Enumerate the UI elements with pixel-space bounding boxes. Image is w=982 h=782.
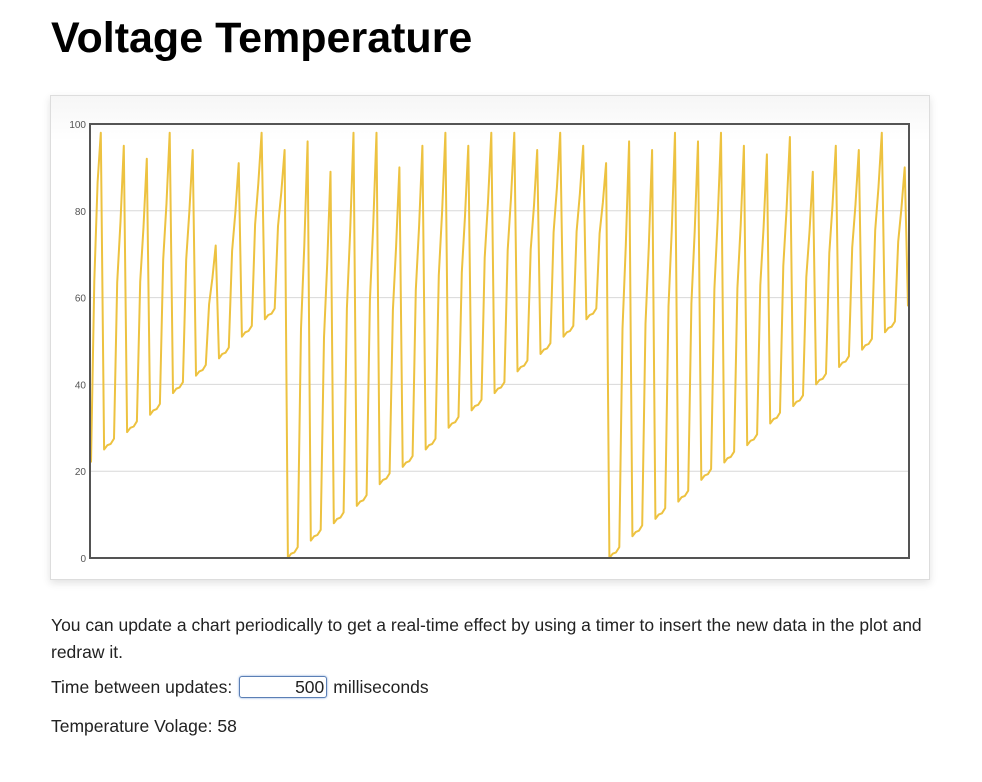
series-line-temperature [90,131,909,559]
svg-text:80: 80 [75,207,87,218]
page-title: Voltage Temperature [51,14,473,62]
interval-label: Time between updates: [51,676,233,697]
reading-label: Temperature Volage: [51,716,213,736]
description-text: You can update a chart periodically to g… [51,615,922,662]
line-chart: 0 20 40 60 80 100 [69,120,910,565]
chart-container: 0 20 40 60 80 100 [50,95,930,580]
svg-text:20: 20 [75,467,87,478]
interval-row: Time between updates: milliseconds [51,676,429,698]
plot-frame [89,123,910,559]
chart-grid [90,210,909,472]
y-axis-ticks: 0 20 40 60 80 100 [69,120,86,565]
svg-text:100: 100 [69,120,86,131]
svg-text:40: 40 [75,380,87,391]
reading-row: Temperature Volage: 58 [51,716,237,737]
reading-value: 58 [217,716,237,736]
interval-unit-label: milliseconds [333,676,429,697]
svg-text:0: 0 [80,554,86,565]
svg-text:60: 60 [75,294,87,305]
update-interval-input[interactable] [239,676,328,698]
